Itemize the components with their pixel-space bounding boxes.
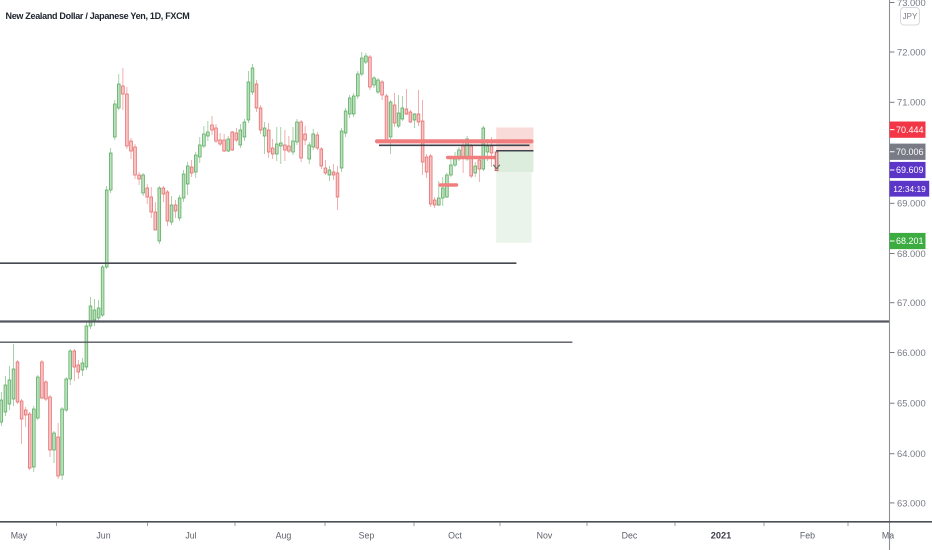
svg-text:71.000: 71.000 xyxy=(897,97,926,108)
svg-text:66.000: 66.000 xyxy=(897,347,926,358)
svg-text:May: May xyxy=(11,530,28,540)
svg-text:Aug: Aug xyxy=(276,530,292,540)
svg-text:JPY: JPY xyxy=(903,12,918,21)
svg-text:Feb: Feb xyxy=(800,530,815,540)
svg-text:Dec: Dec xyxy=(622,530,638,540)
svg-text:68.201: 68.201 xyxy=(896,236,924,246)
svg-text:65.000: 65.000 xyxy=(897,398,926,409)
svg-text:New Zealand Dollar / Japanese: New Zealand Dollar / Japanese Yen, 1D, F… xyxy=(6,11,190,21)
svg-text:Nov: Nov xyxy=(537,530,553,540)
svg-text:68.000: 68.000 xyxy=(897,248,926,259)
svg-text:64.000: 64.000 xyxy=(897,448,926,459)
svg-text:Jun: Jun xyxy=(96,530,110,540)
svg-text:12:34:19: 12:34:19 xyxy=(893,184,926,194)
svg-text:69.609: 69.609 xyxy=(896,165,924,175)
svg-text:69.000: 69.000 xyxy=(897,198,926,209)
svg-text:63.000: 63.000 xyxy=(897,497,926,508)
svg-text:Ma: Ma xyxy=(882,530,894,540)
svg-text:Oct: Oct xyxy=(448,530,462,540)
svg-text:70.006: 70.006 xyxy=(896,147,924,157)
svg-text:2021: 2021 xyxy=(711,530,731,540)
svg-text:72.000: 72.000 xyxy=(897,46,926,57)
svg-text:70.444: 70.444 xyxy=(896,125,924,135)
svg-text:73.000: 73.000 xyxy=(897,0,926,8)
svg-text:Jul: Jul xyxy=(185,530,196,540)
svg-text:67.000: 67.000 xyxy=(897,297,926,308)
svg-text:Sep: Sep xyxy=(359,530,375,540)
